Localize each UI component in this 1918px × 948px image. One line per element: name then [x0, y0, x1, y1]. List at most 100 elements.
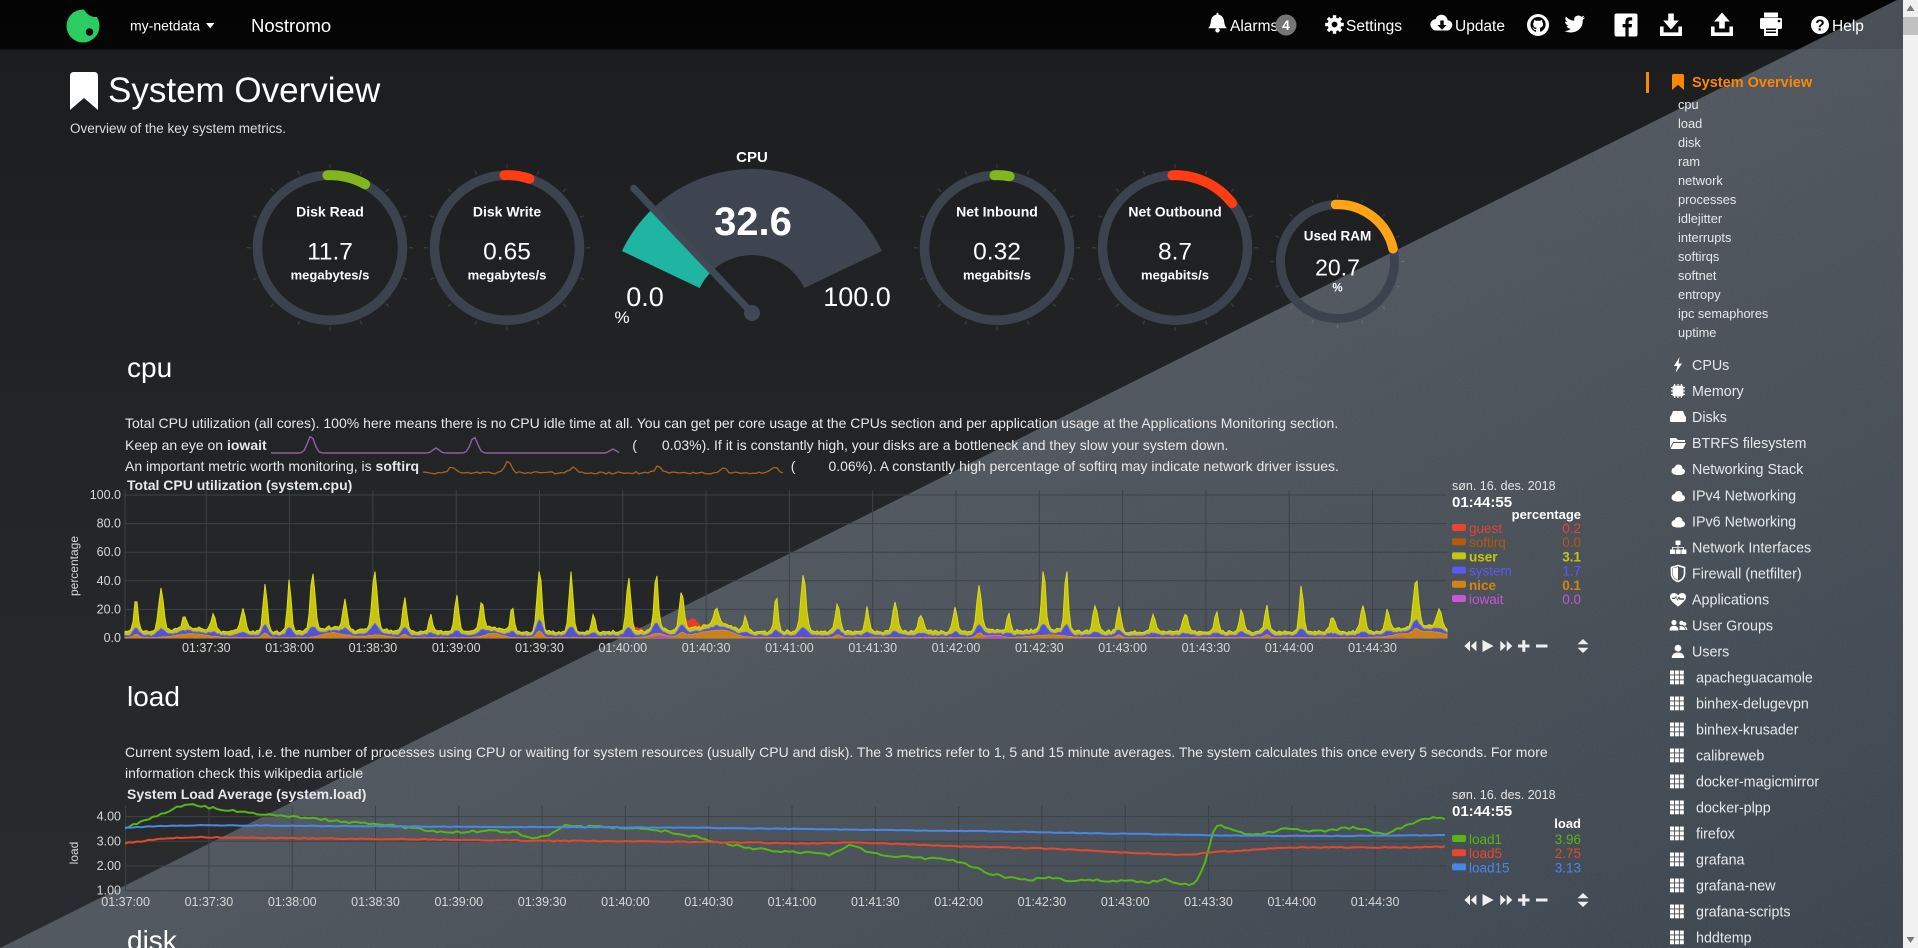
svg-text:0.65: 0.65: [483, 239, 531, 266]
svg-text:%: %: [1332, 283, 1342, 295]
svg-text:CPUs: CPUs: [1692, 358, 1729, 374]
svg-text:3.00: 3.00: [97, 834, 121, 848]
svg-text:my-netdata: my-netdata: [130, 18, 200, 34]
svg-text:Used RAM: Used RAM: [1304, 229, 1372, 244]
svg-text:8.7: 8.7: [1158, 239, 1192, 266]
svg-text:01:38:30: 01:38:30: [351, 895, 400, 909]
svg-text:2.00: 2.00: [97, 859, 121, 873]
svg-text:entropy: entropy: [1678, 287, 1721, 302]
svg-text:40.0: 40.0: [97, 574, 121, 588]
svg-text:ram: ram: [1678, 154, 1700, 169]
svg-text:01:44:30: 01:44:30: [1348, 641, 1397, 655]
svg-text:80.0: 80.0: [97, 517, 121, 531]
svg-text:docker-plpp: docker-plpp: [1696, 801, 1771, 817]
svg-text:%: %: [614, 308, 629, 327]
svg-text:01:40:30: 01:40:30: [684, 895, 733, 909]
svg-text:?: ?: [1815, 18, 1824, 35]
svg-text:Users: Users: [1692, 645, 1729, 661]
svg-text:01:37:00: 01:37:00: [101, 895, 150, 909]
svg-text:Firewall (netfilter): Firewall (netfilter): [1692, 567, 1802, 583]
svg-text:01:39:00: 01:39:00: [434, 895, 483, 909]
svg-text:grafana-scripts: grafana-scripts: [1696, 905, 1791, 921]
svg-text:20.7: 20.7: [1315, 255, 1360, 281]
svg-text:percentage: percentage: [1512, 507, 1581, 522]
svg-text:01:42:00: 01:42:00: [932, 641, 981, 655]
svg-text:docker-magicmirror: docker-magicmirror: [1696, 775, 1819, 791]
svg-text:Alarms: Alarms: [1230, 18, 1278, 35]
svg-text:0.0: 0.0: [1562, 592, 1581, 607]
svg-text:binhex-krusader: binhex-krusader: [1696, 723, 1799, 739]
svg-text:load5: load5: [1469, 846, 1502, 861]
svg-text:søn. 16. des. 2018: søn. 16. des. 2018: [1452, 788, 1556, 802]
svg-text:softirq: softirq: [1469, 535, 1506, 550]
svg-text:100.0: 100.0: [823, 282, 891, 312]
svg-text:disk: disk: [1678, 135, 1701, 150]
svg-text:01:40:00: 01:40:00: [601, 895, 650, 909]
svg-text:IPv6 Networking: IPv6 Networking: [1692, 515, 1796, 531]
svg-text:Settings: Settings: [1346, 18, 1402, 35]
svg-text:hddtemp: hddtemp: [1696, 931, 1752, 947]
svg-text:1.00: 1.00: [97, 884, 121, 898]
svg-text:3.1: 3.1: [1562, 549, 1581, 564]
svg-text:01:42:00: 01:42:00: [934, 895, 983, 909]
svg-text:01:44:30: 01:44:30: [1351, 895, 1400, 909]
svg-text:megabytes/s: megabytes/s: [291, 268, 370, 283]
svg-text:grafana: grafana: [1696, 853, 1745, 869]
svg-text:4.00: 4.00: [97, 810, 121, 824]
svg-text:60.0: 60.0: [97, 545, 121, 559]
svg-text:softnet: softnet: [1678, 268, 1717, 283]
svg-text:20.0: 20.0: [97, 602, 121, 616]
svg-text:01:39:30: 01:39:30: [515, 641, 564, 655]
svg-text:01:41:00: 01:41:00: [765, 641, 814, 655]
svg-text:0.32: 0.32: [973, 239, 1021, 266]
svg-text:BTRFS filesystem: BTRFS filesystem: [1692, 436, 1806, 452]
svg-text:Help: Help: [1832, 18, 1864, 35]
svg-text:01:43:00: 01:43:00: [1101, 895, 1150, 909]
svg-text:0.0: 0.0: [104, 631, 121, 645]
svg-text:Applications: Applications: [1692, 593, 1769, 609]
svg-text:4: 4: [1282, 18, 1290, 33]
svg-text:Disk Read: Disk Read: [296, 204, 364, 220]
svg-text:0.1: 0.1: [1562, 578, 1581, 593]
svg-text:01:39:00: 01:39:00: [432, 641, 481, 655]
svg-text:Update: Update: [1455, 18, 1505, 35]
svg-text:0.0: 0.0: [1562, 535, 1581, 550]
svg-text:Net Outbound: Net Outbound: [1128, 204, 1221, 220]
svg-text:cpu: cpu: [1678, 97, 1699, 112]
svg-text:System Overview: System Overview: [1692, 75, 1813, 91]
svg-text:søn. 16. des. 2018: søn. 16. des. 2018: [1452, 479, 1556, 493]
svg-text:iowait: iowait: [1469, 592, 1504, 607]
svg-text:megabits/s: megabits/s: [963, 268, 1031, 283]
svg-text:calibreweb: calibreweb: [1696, 749, 1764, 765]
svg-text:grafana-new: grafana-new: [1696, 879, 1776, 895]
svg-text:Disk Write: Disk Write: [473, 204, 541, 220]
svg-text:0.2: 0.2: [1562, 521, 1581, 536]
svg-text:uptime: uptime: [1678, 325, 1716, 340]
svg-text:apacheguacamole: apacheguacamole: [1696, 671, 1813, 687]
svg-text:01:37:30: 01:37:30: [182, 641, 231, 655]
svg-text:load15: load15: [1469, 860, 1510, 875]
svg-text:load: load: [1678, 116, 1702, 131]
svg-text:Nostromo: Nostromo: [251, 15, 331, 36]
svg-text:01:38:00: 01:38:00: [265, 641, 314, 655]
svg-text:01:38:00: 01:38:00: [268, 895, 317, 909]
svg-text:load: load: [67, 842, 81, 865]
svg-text:load1: load1: [1469, 832, 1502, 847]
svg-text:3.13: 3.13: [1555, 860, 1581, 875]
svg-text:interrupts: interrupts: [1678, 230, 1731, 245]
svg-text:01:44:00: 01:44:00: [1267, 895, 1316, 909]
svg-text:01:40:00: 01:40:00: [598, 641, 647, 655]
svg-text:01:42:30: 01:42:30: [1015, 641, 1064, 655]
svg-text:0.0: 0.0: [626, 282, 664, 312]
svg-text:User Groups: User Groups: [1692, 619, 1773, 635]
svg-text:11.7: 11.7: [307, 239, 353, 266]
svg-text:01:38:30: 01:38:30: [349, 641, 398, 655]
svg-text:01:44:55: 01:44:55: [1452, 494, 1512, 511]
svg-text:ipc semaphores: ipc semaphores: [1678, 306, 1768, 321]
svg-text:01:44:55: 01:44:55: [1452, 803, 1512, 820]
svg-text:01:42:30: 01:42:30: [1018, 895, 1067, 909]
svg-text:01:43:30: 01:43:30: [1182, 641, 1231, 655]
svg-text:Net Inbound: Net Inbound: [956, 204, 1038, 220]
svg-text:2.75: 2.75: [1555, 846, 1581, 861]
svg-text:Memory: Memory: [1692, 384, 1744, 400]
